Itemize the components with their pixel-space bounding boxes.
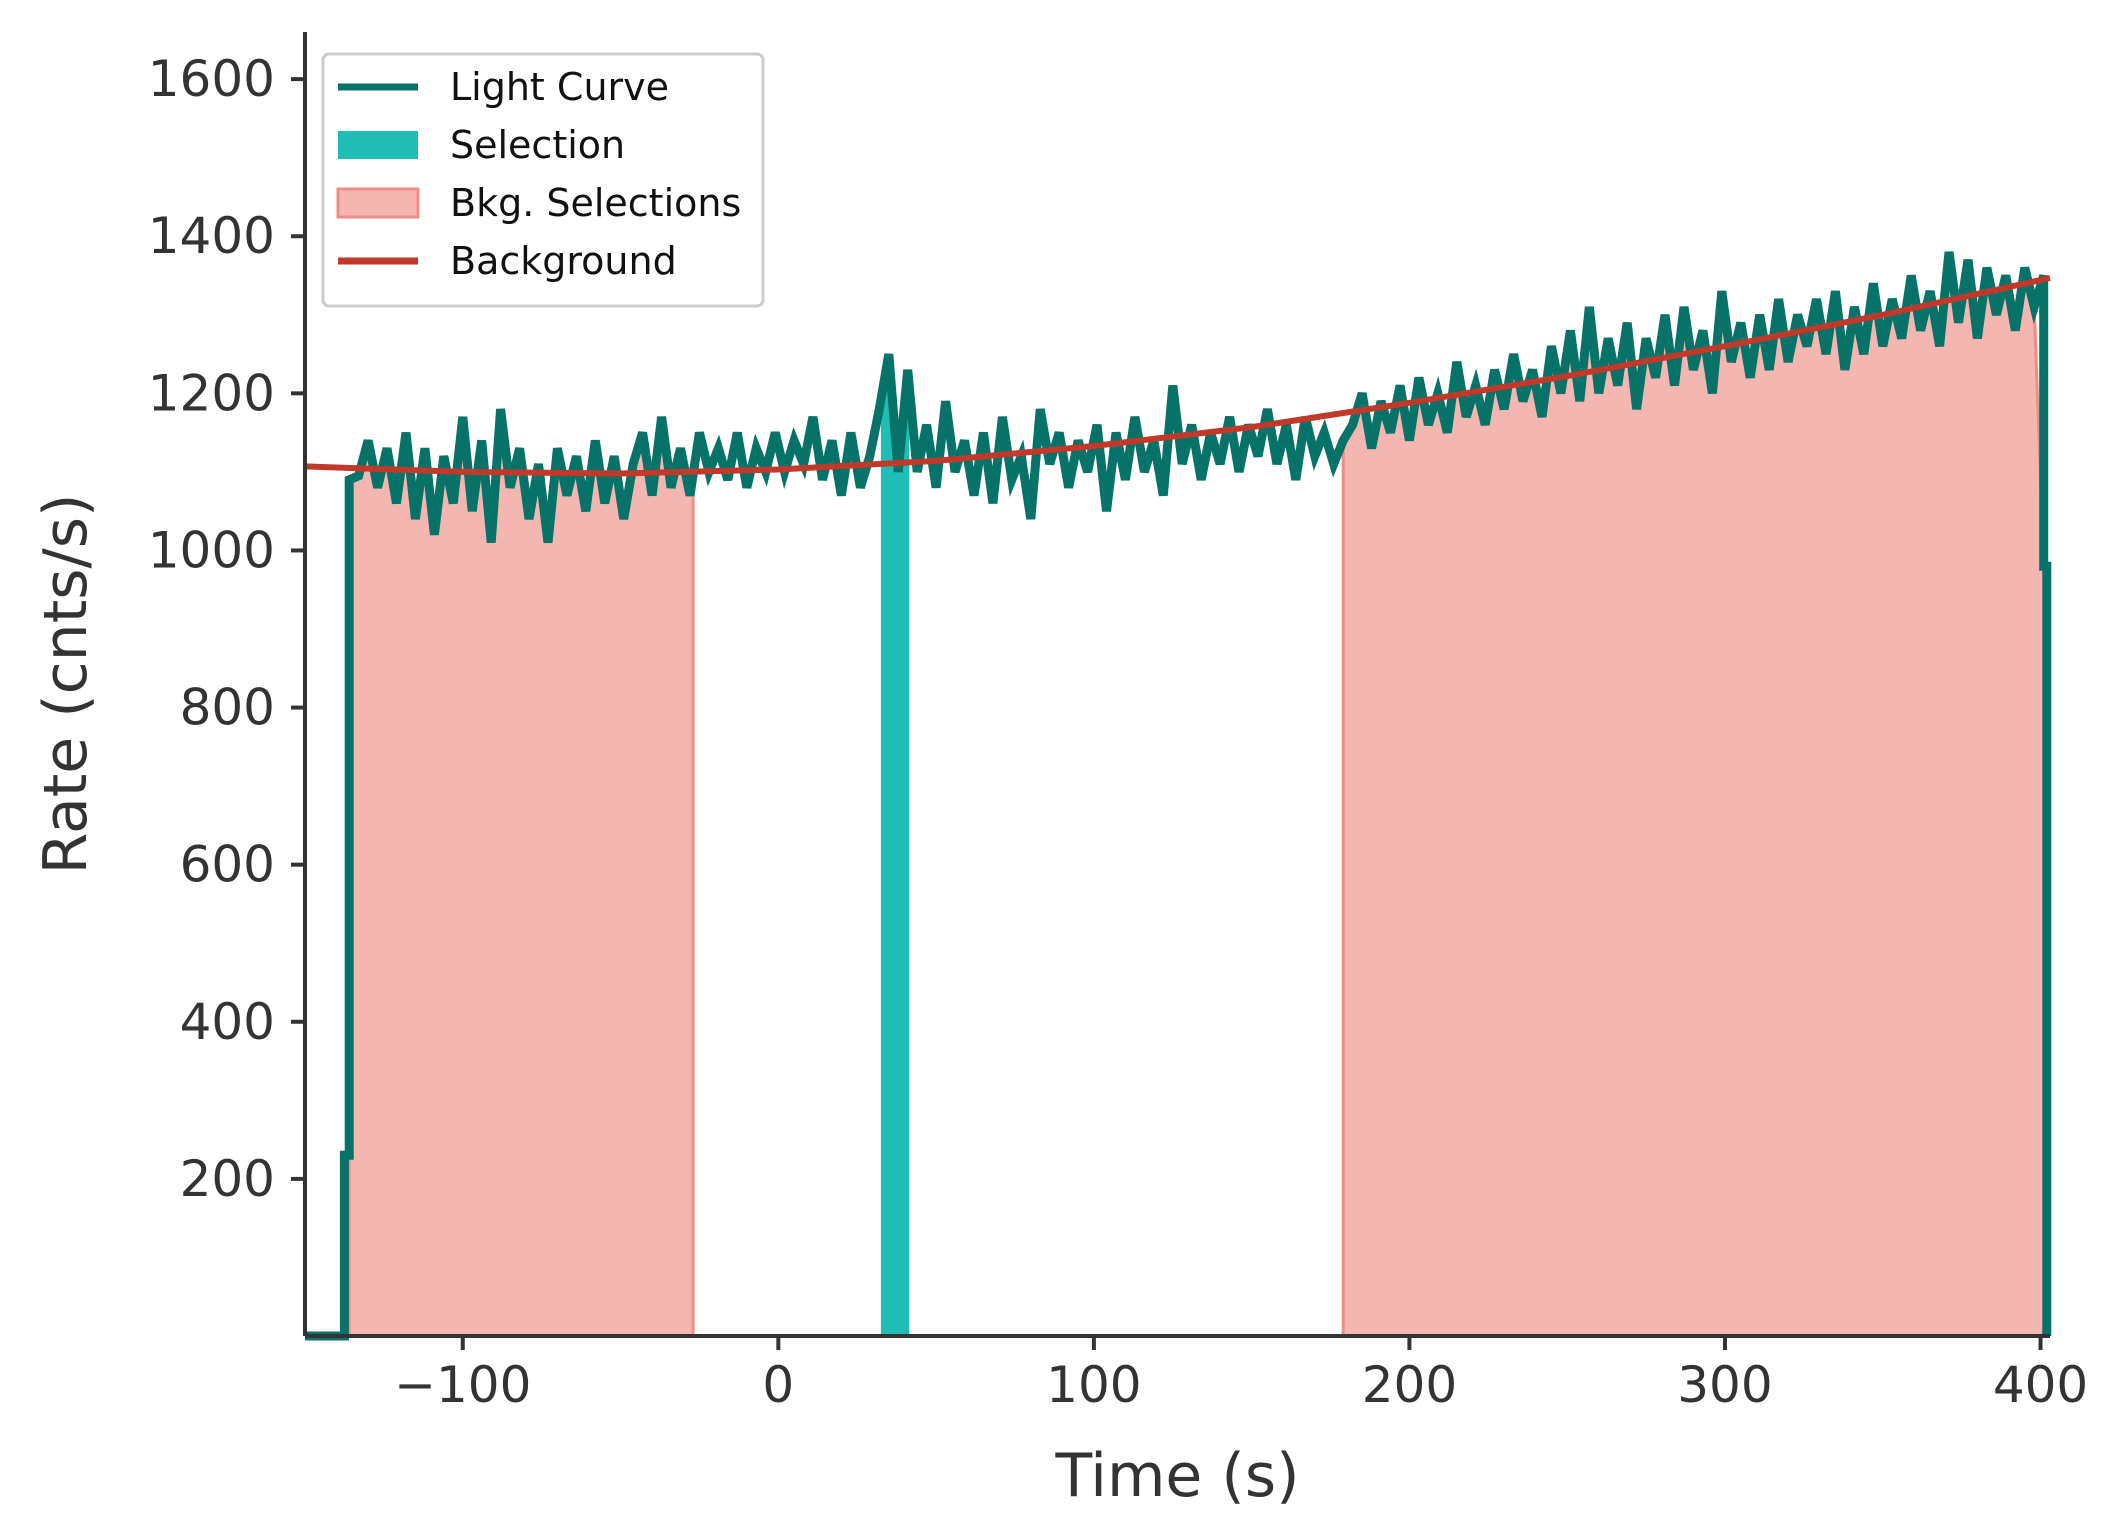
legend-swatch-bkg-selections xyxy=(336,187,420,219)
selection-region xyxy=(880,354,910,1337)
legend-items: Light Curve Selection Bkg. Selections Backg… xyxy=(336,65,741,283)
legend: Light Curve Selection Bkg. Selections Backg… xyxy=(321,52,765,308)
legend-label-selection: Selection xyxy=(450,123,625,167)
y-tick-label: 1000 xyxy=(148,521,275,579)
y-axis-title: Rate (cnts/s) xyxy=(31,494,101,875)
x-ticks: −100 0 100 200 300 400 xyxy=(394,1336,2088,1414)
y-tick-label: 200 xyxy=(180,1150,275,1208)
plot-area xyxy=(304,251,2052,1341)
x-tick-label: 0 xyxy=(762,1356,794,1414)
y-tick-label: 800 xyxy=(180,679,275,737)
x-tick-label: −100 xyxy=(394,1356,531,1414)
legend-swatch-selection xyxy=(338,131,418,159)
selection-layer xyxy=(880,354,910,1337)
y-tick-label: 1600 xyxy=(148,50,275,108)
x-tick-label: 100 xyxy=(1046,1356,1141,1414)
background-layer xyxy=(304,274,2051,477)
legend-label-light-curve: Light Curve xyxy=(450,65,669,109)
y-tick-label: 1200 xyxy=(148,364,275,422)
axes: −100 0 100 200 300 400 200 400 600 800 1000 1200 14… xyxy=(31,32,2088,1511)
y-ticks: 200 400 600 800 1000 1200 1400 1600 xyxy=(148,50,305,1208)
y-tick-label: 1400 xyxy=(148,207,275,265)
background-model-line xyxy=(304,274,2051,477)
legend-label-bkg-selections: Bkg. Selections xyxy=(450,181,741,225)
legend-box xyxy=(321,52,765,308)
x-tick-label: 300 xyxy=(1677,1356,1772,1414)
legend-label-background: Background xyxy=(450,239,677,283)
y-tick-label: 400 xyxy=(180,993,275,1051)
y-tick-label: 600 xyxy=(180,836,275,894)
light-curve-line xyxy=(305,251,2052,1341)
bkg-selection-region-1 xyxy=(347,408,695,1338)
light-curve-layer xyxy=(305,251,2052,1341)
x-tick-label: 200 xyxy=(1362,1356,1457,1414)
x-axis-title: Time (s) xyxy=(1055,1441,1300,1511)
bkg-selection-layer xyxy=(347,251,2046,1338)
x-tick-label: 400 xyxy=(1993,1356,2088,1414)
